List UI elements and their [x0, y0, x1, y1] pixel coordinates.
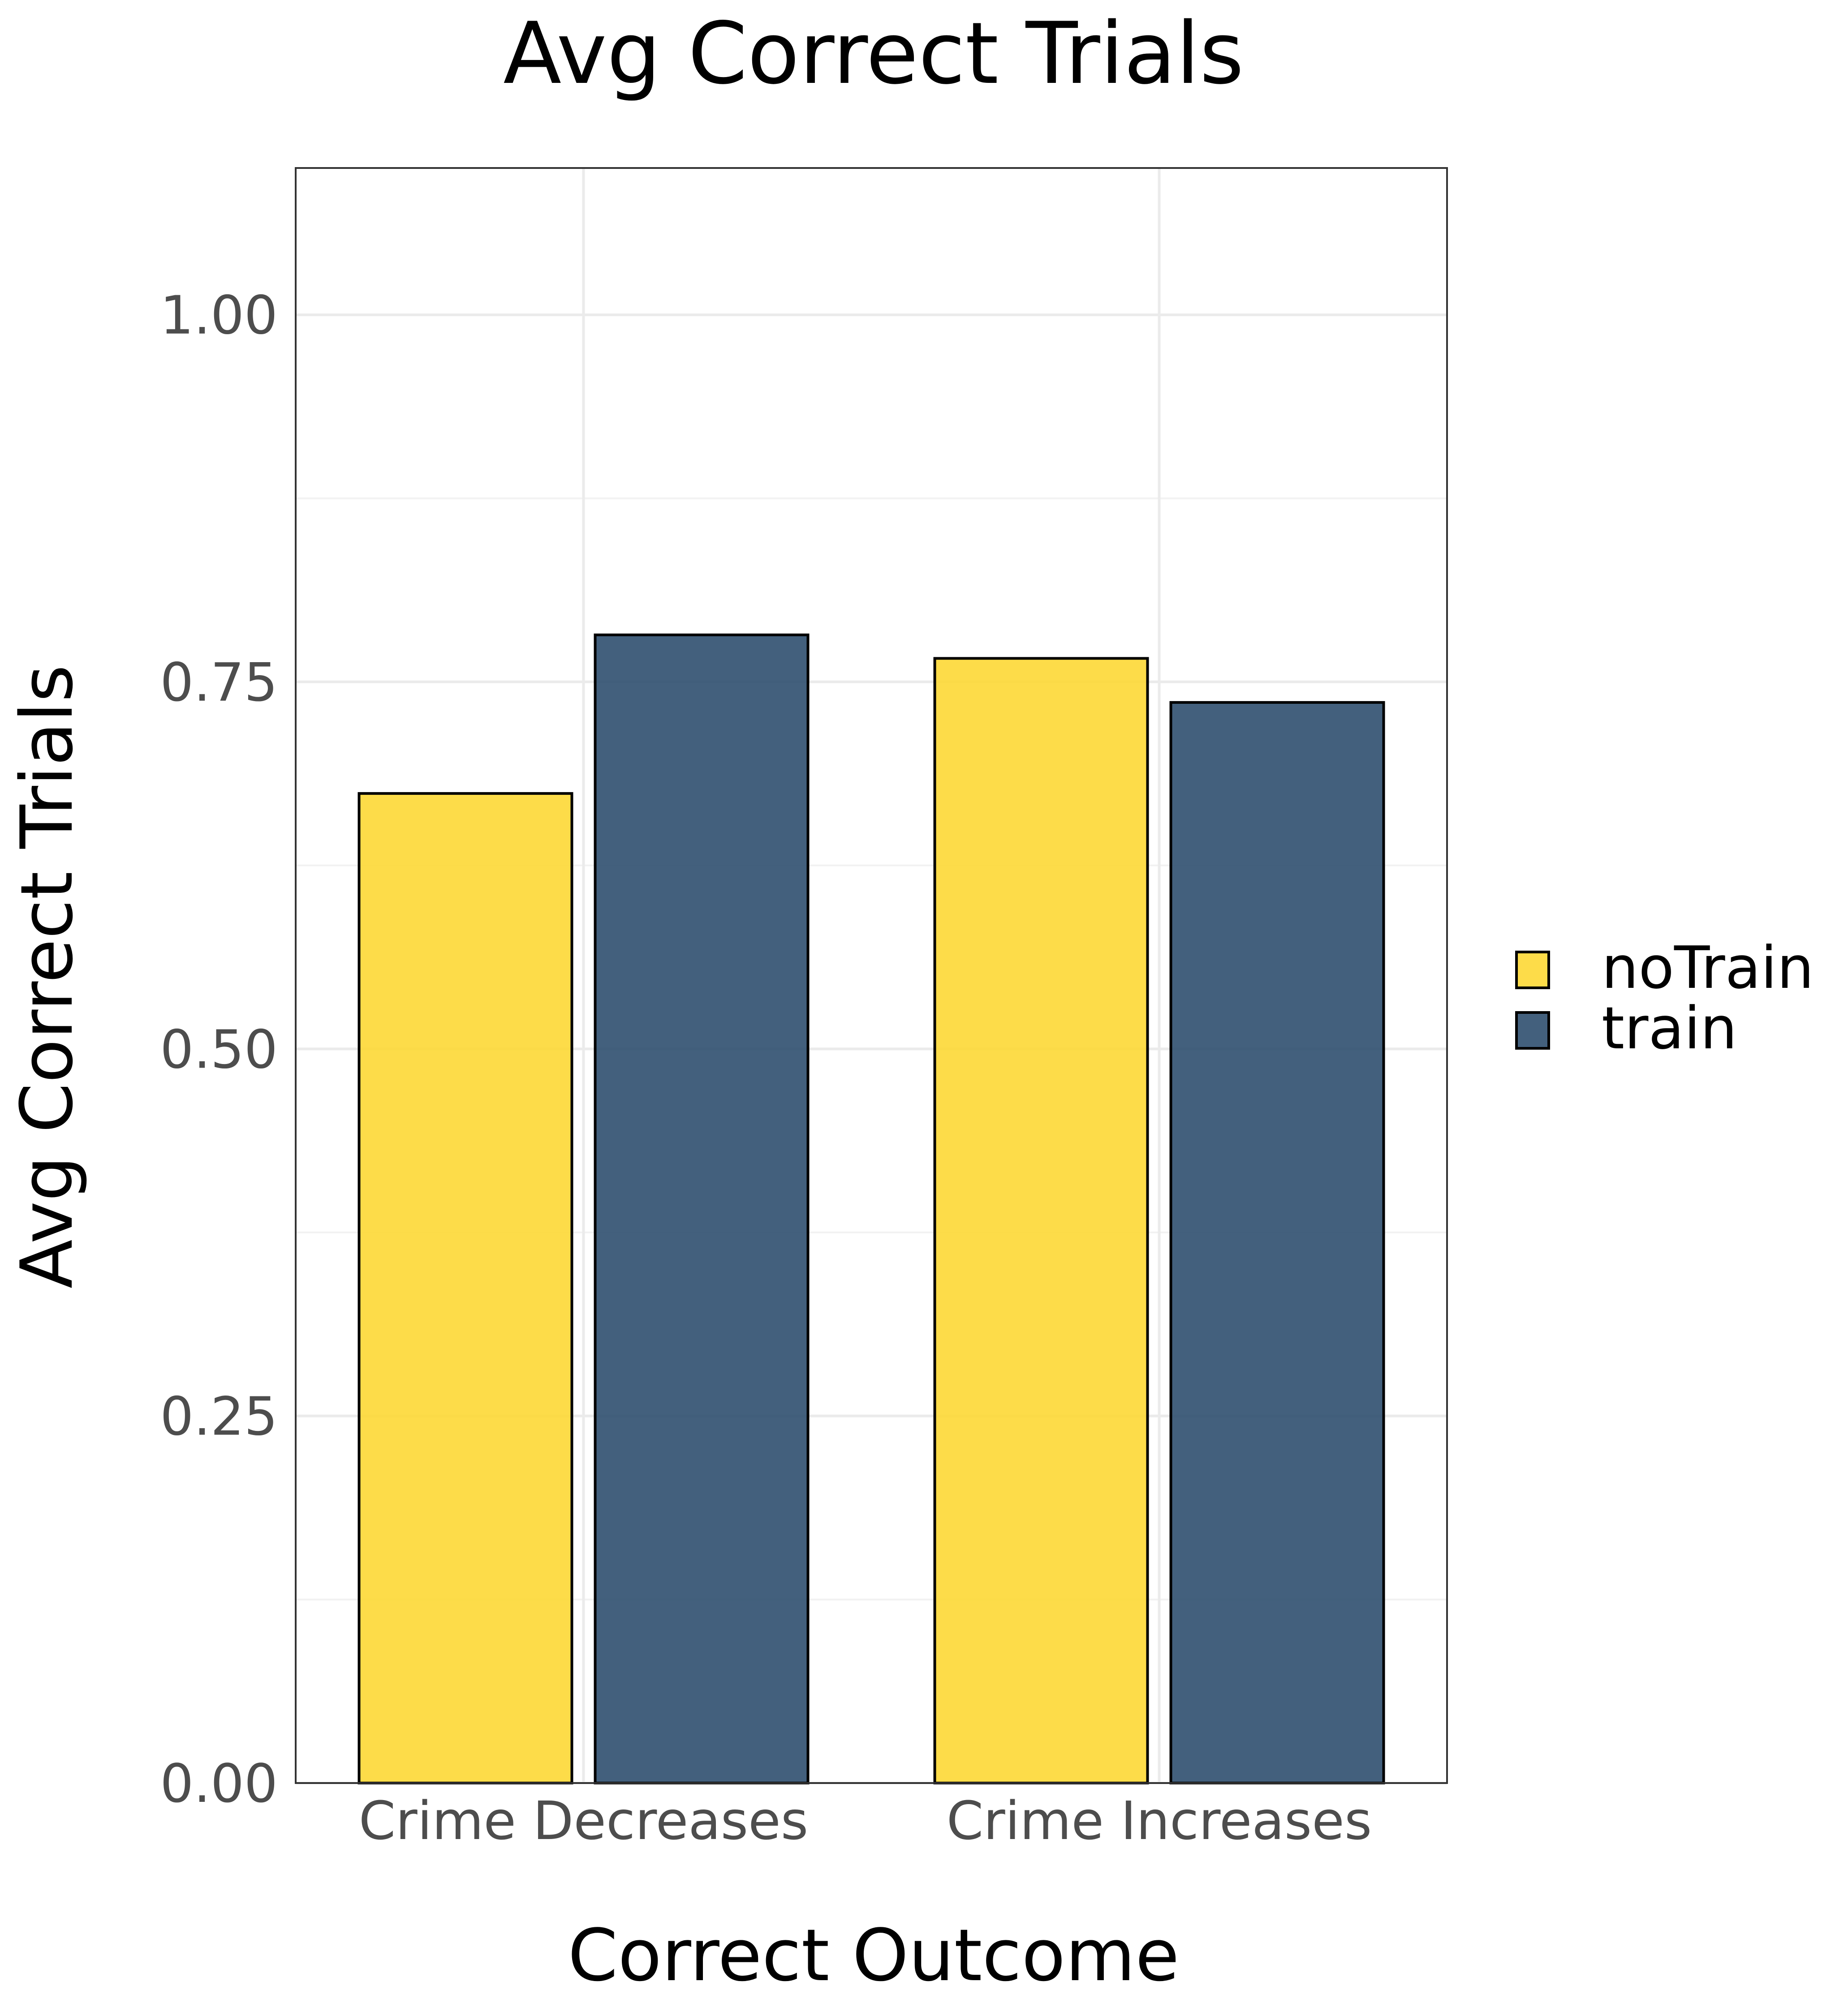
legend-label-noTrain: noTrain — [1602, 934, 1814, 1002]
x-axis-title: Correct Outcome — [568, 1913, 1179, 1997]
y-axis-ticks: 0.00 0.25 0.50 0.75 1.00 — [160, 284, 278, 1814]
bar-train-0 — [594, 633, 810, 1785]
bar-noTrain-0 — [358, 792, 573, 1784]
y-tick-label: 0.00 — [160, 1753, 278, 1814]
x-axis-ticks: Crime Decreases Crime Increases — [359, 1790, 1372, 1852]
y-tick-label: 0.50 — [160, 1018, 278, 1080]
bar-noTrain-1 — [933, 657, 1149, 1784]
y-tick-label: 1.00 — [160, 284, 278, 346]
bar-train-1 — [1169, 701, 1385, 1784]
y-tick-label: 0.75 — [160, 651, 278, 713]
x-tick-label: Crime Decreases — [359, 1790, 808, 1852]
y-axis-title: Avg Correct Trials — [5, 665, 89, 1288]
legend-key-train — [1515, 1011, 1550, 1050]
x-tick-label: Crime Increases — [947, 1790, 1372, 1852]
chart-title: Avg Correct Trials — [503, 4, 1244, 103]
y-tick-label: 0.25 — [160, 1386, 278, 1447]
plot-panel — [295, 167, 1448, 1784]
legend-label-train: train — [1602, 994, 1737, 1062]
legend-key-noTrain — [1515, 951, 1550, 989]
bars — [358, 633, 1385, 1785]
